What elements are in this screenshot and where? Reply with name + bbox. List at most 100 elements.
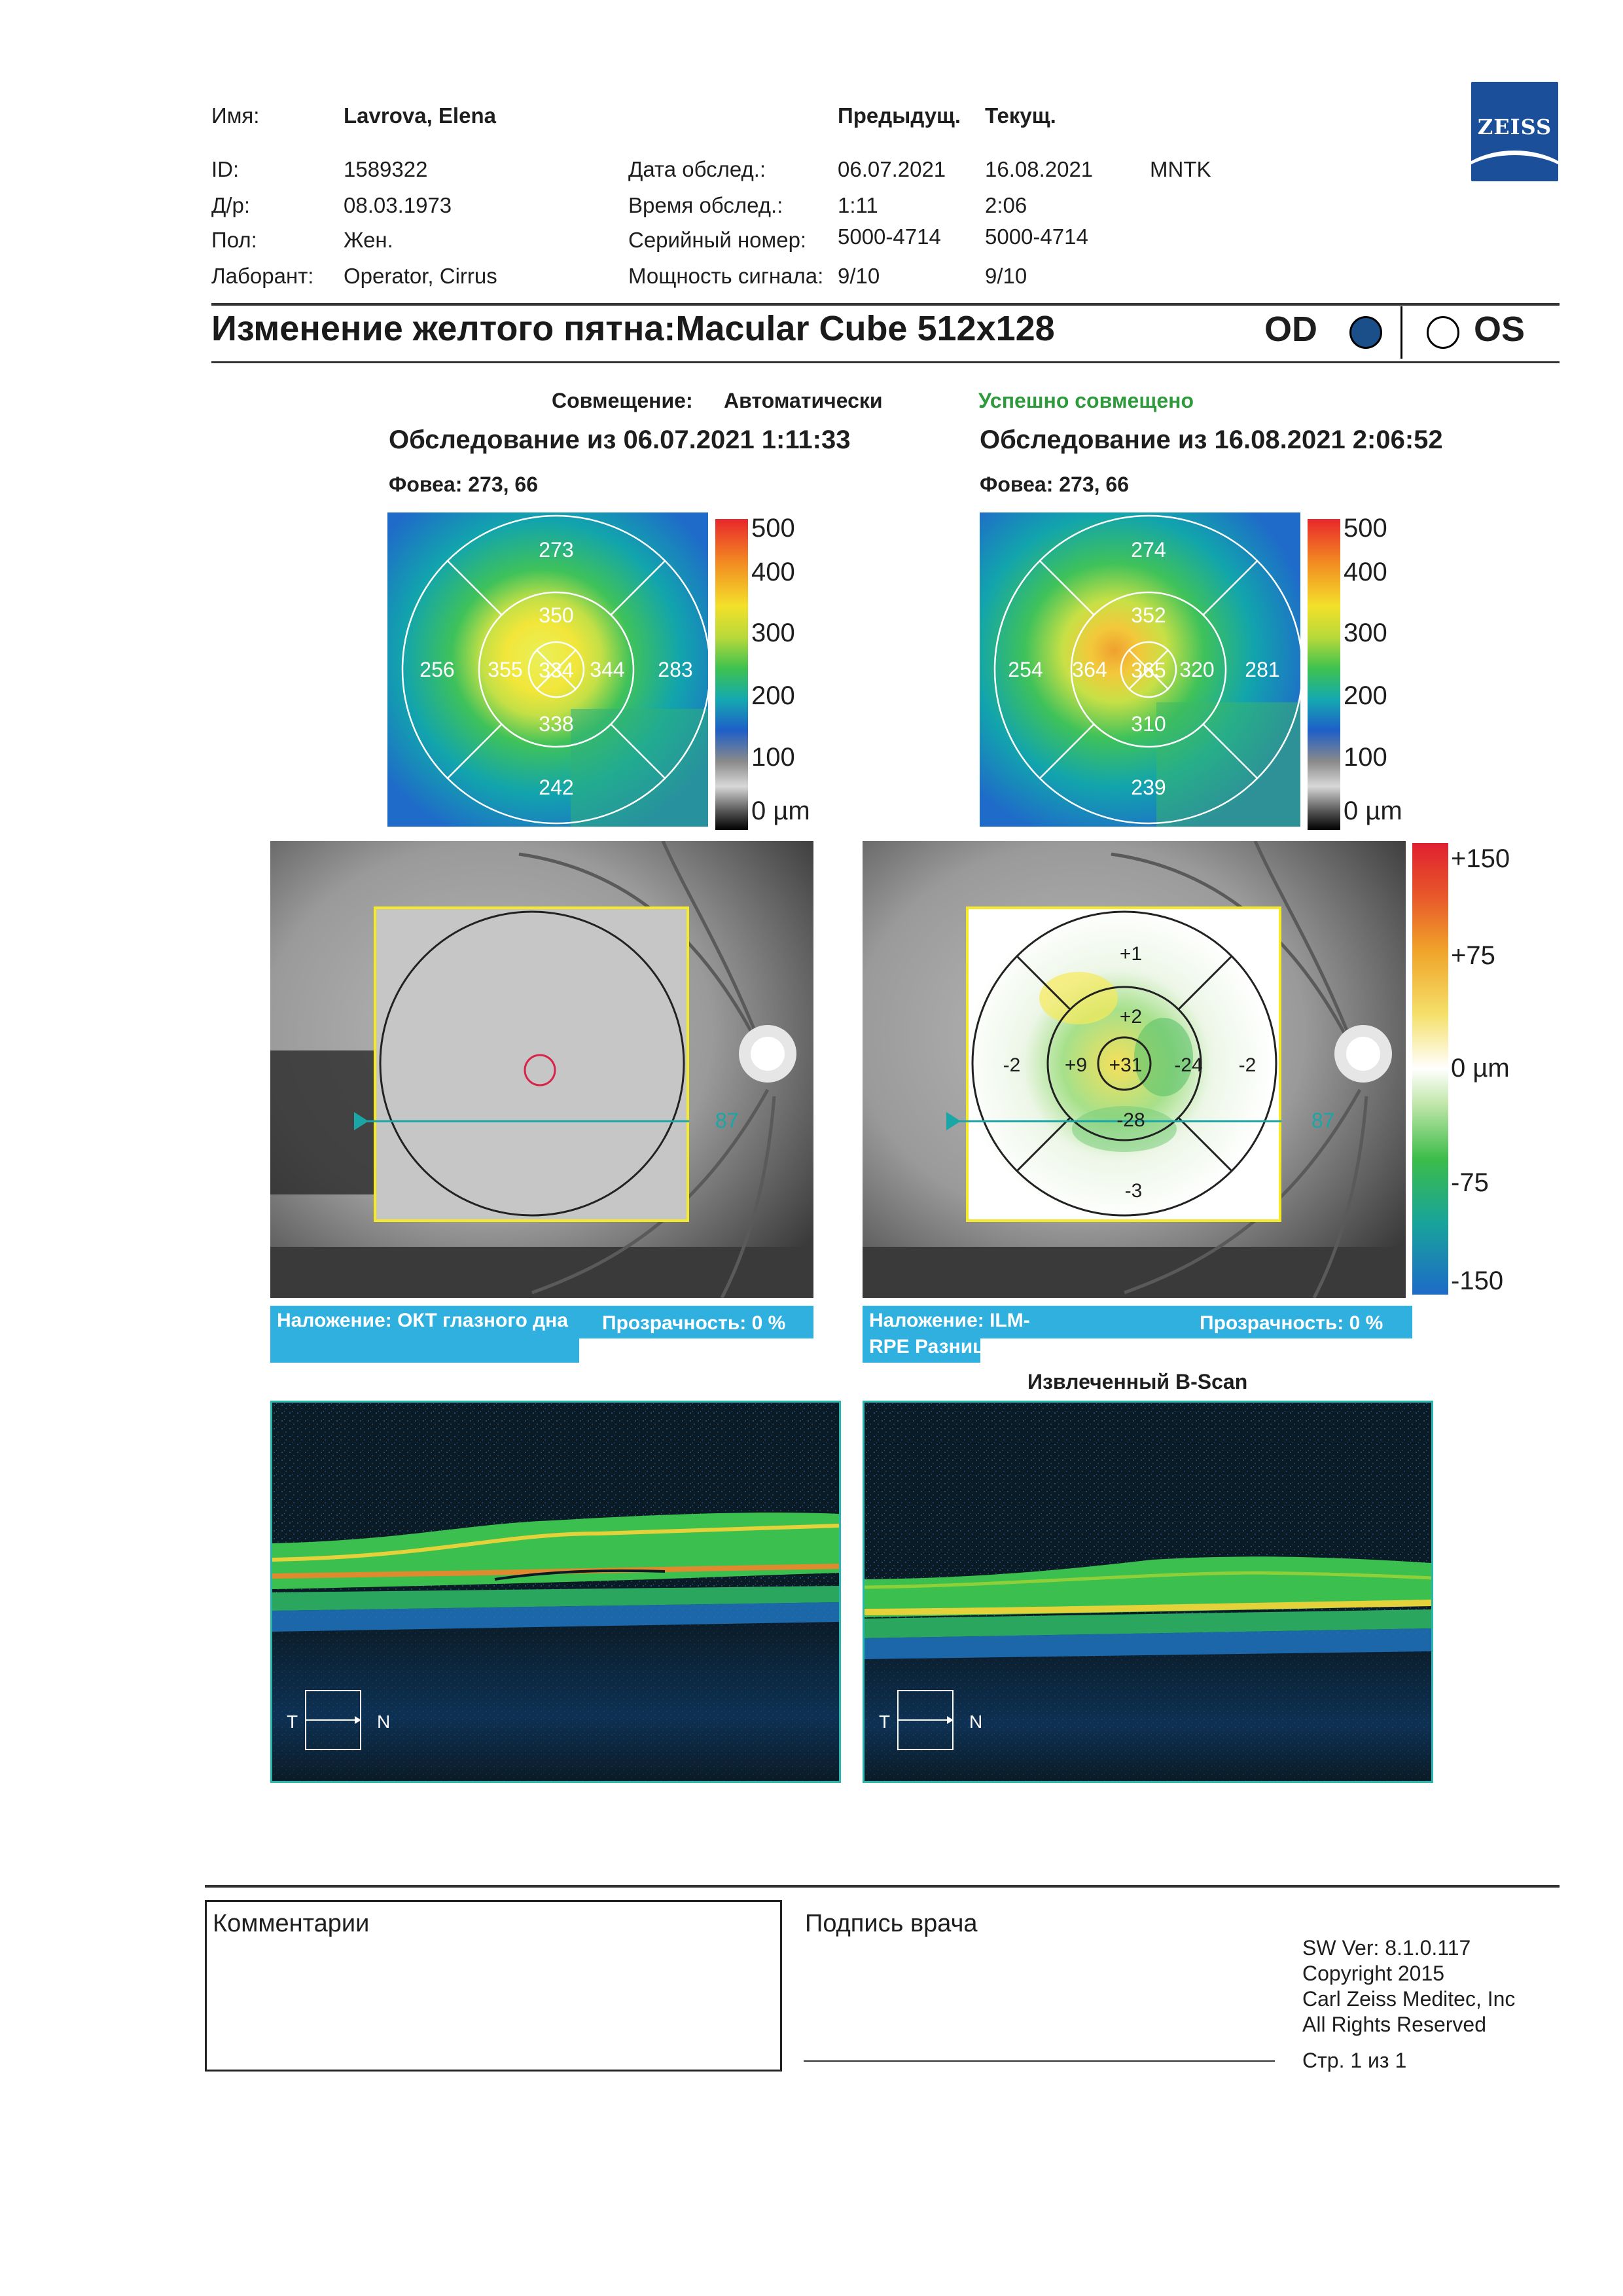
lab-label: Лаборант: — [211, 264, 314, 288]
registration-mode: Автоматически — [724, 389, 883, 412]
col-curr-header: Текущ. — [985, 103, 1056, 128]
scale-500-curr: 500 — [1344, 514, 1387, 543]
zeiss-logo: ZEISS — [1471, 82, 1558, 181]
title-bottom-rule — [211, 361, 1560, 363]
scale-100-prev: 100 — [751, 743, 795, 772]
exam-prev-title: Обследование из 06.07.2021 1:11:33 — [389, 425, 851, 454]
thickness-scale-bar-prev — [715, 519, 748, 830]
bscan-curr: T N — [863, 1401, 1433, 1783]
curr-inner-right: 320 — [1179, 658, 1214, 681]
diff-outer-right: -2 — [1239, 1054, 1257, 1076]
diff-scale-minus150: -150 — [1451, 1266, 1504, 1295]
prev-outer-right: 283 — [658, 658, 692, 681]
diff-inner-left: +9 — [1065, 1054, 1087, 1076]
overlay-bar-right[interactable] — [863, 1306, 1412, 1338]
diff-outer-bottom: -3 — [1125, 1180, 1143, 1202]
scale-100-curr: 100 — [1344, 743, 1387, 772]
signal-prev: 9/10 — [838, 264, 880, 288]
prev-inner-bottom: 338 — [539, 712, 573, 736]
exam-time-curr: 2:06 — [985, 193, 1027, 217]
name-label: Имя: — [211, 103, 260, 128]
overlay-left-transparency[interactable]: Прозрачность: 0 % — [602, 1312, 786, 1334]
footer-top-rule — [205, 1885, 1560, 1888]
overlay-bar-left[interactable] — [270, 1306, 813, 1338]
zeiss-logo-text: ZEISS — [1477, 115, 1552, 139]
bscan-prev-n: N — [377, 1712, 390, 1732]
exam-time-prev: 1:11 — [838, 193, 878, 217]
os-radio[interactable] — [1427, 316, 1459, 349]
scale-300-curr: 300 — [1344, 619, 1387, 647]
serial-prev: 5000-4714 — [838, 224, 941, 249]
scale-300-prev: 300 — [751, 619, 795, 647]
prev-outer-left: 256 — [419, 658, 454, 681]
comments-label: Комментарии — [213, 1910, 370, 1937]
title-top-rule — [211, 303, 1560, 306]
curr-outer-bottom: 239 — [1131, 776, 1166, 799]
overlay-right-transparency[interactable]: Прозрачность: 0 % — [1200, 1312, 1383, 1334]
signal-curr: 9/10 — [985, 264, 1027, 288]
diff-inner-right: -24 — [1174, 1054, 1202, 1076]
bscan-curr-t: T — [879, 1712, 890, 1732]
scale-500-prev: 500 — [751, 514, 795, 543]
diff-outer-top: +1 — [1120, 943, 1142, 965]
diff-scale-minus75: -75 — [1451, 1168, 1489, 1197]
scale-400-prev: 400 — [751, 558, 795, 586]
col-prev-header: Предыдущ. — [838, 103, 961, 128]
overlay-left-label[interactable]: Наложение: ОКТ глазного дна — [277, 1310, 568, 1331]
comments-box[interactable] — [205, 1900, 782, 2072]
slice-number-prev: 87 — [715, 1109, 739, 1132]
diff-inner-top: +2 — [1120, 1006, 1142, 1028]
sex-label: Пол: — [211, 228, 257, 252]
fundus-image-curr: 87 +1 -2 -2 -3 +2 +9 -24 -28 +31 — [863, 841, 1406, 1298]
curr-outer-right: 281 — [1245, 658, 1279, 681]
thickness-map-curr: 274 254 281 239 352 364 320 310 365 — [980, 512, 1300, 827]
scale-0-prev: 0 µm — [751, 797, 810, 825]
curr-inner-left: 364 — [1072, 658, 1107, 681]
eye-divider — [1400, 306, 1402, 359]
od-selected-radio[interactable] — [1349, 316, 1382, 349]
dob-value: 08.03.1973 — [344, 193, 452, 217]
signature-line[interactable] — [804, 2060, 1275, 2062]
curr-outer-top: 274 — [1131, 538, 1166, 562]
diff-scale-plus150: +150 — [1451, 844, 1510, 873]
exam-date-curr: 16.08.2021 — [985, 157, 1094, 181]
lab-value: Operator, Cirrus — [344, 264, 497, 288]
diff-outer-left: -2 — [1003, 1054, 1021, 1076]
bscan-curr-n: N — [969, 1712, 982, 1732]
difference-scale-bar — [1412, 843, 1448, 1295]
diff-scale-plus75: +75 — [1451, 941, 1495, 970]
prev-inner-top: 350 — [539, 603, 573, 627]
diff-scale-zero: 0 µm — [1451, 1054, 1510, 1083]
prev-inner-right: 344 — [590, 658, 624, 681]
od-label: OD — [1264, 310, 1317, 349]
diff-inner-bottom: -28 — [1116, 1109, 1145, 1131]
registration-label: Совмещение: — [552, 389, 693, 412]
scale-200-prev: 200 — [751, 681, 795, 710]
difference-scale-labels: +150 +75 0 µm -75 -150 — [1451, 844, 1523, 1302]
prev-outer-top: 273 — [539, 538, 573, 562]
id-label: ID: — [211, 157, 240, 181]
thickness-scale-labels-prev: 500 400 300 200 100 0 µm — [751, 514, 810, 834]
prev-outer-bottom: 242 — [539, 776, 573, 799]
diff-center: +31 — [1109, 1054, 1143, 1076]
clinic-name: MNTK — [1150, 157, 1211, 181]
overlay-bar-right-ext — [863, 1335, 980, 1363]
registration-status: Успешно совмещено — [978, 389, 1194, 412]
exam-time-label: Время обслед.: — [628, 193, 783, 217]
exam-curr-fovea: Фовеа: 273, 66 — [980, 473, 1130, 496]
id-value: 1589322 — [344, 157, 428, 181]
prev-center: 334 — [539, 658, 573, 682]
exam-curr-title: Обследование из 16.08.2021 2:06:52 — [980, 425, 1443, 454]
company: Carl Zeiss Meditec, Inc — [1302, 1987, 1516, 2011]
signature-label: Подпись врача — [805, 1910, 978, 1937]
overlay-right-label[interactable]: Наложение: ILM-RPE Разница — [869, 1310, 1030, 1357]
dob-label: Д/р: — [211, 193, 251, 217]
serial-label: Серийный номер: — [628, 228, 807, 252]
name-value: Lavrova, Elena — [344, 103, 496, 128]
copyright: Copyright 2015 — [1302, 1962, 1445, 1985]
scale-400-curr: 400 — [1344, 558, 1387, 586]
rights: All Rights Reserved — [1302, 2013, 1486, 2036]
slice-number-curr: 87 — [1311, 1109, 1335, 1132]
thickness-map-prev: 273 256 283 242 350 355 344 338 334 — [387, 512, 708, 827]
prev-inner-left: 355 — [488, 658, 522, 681]
